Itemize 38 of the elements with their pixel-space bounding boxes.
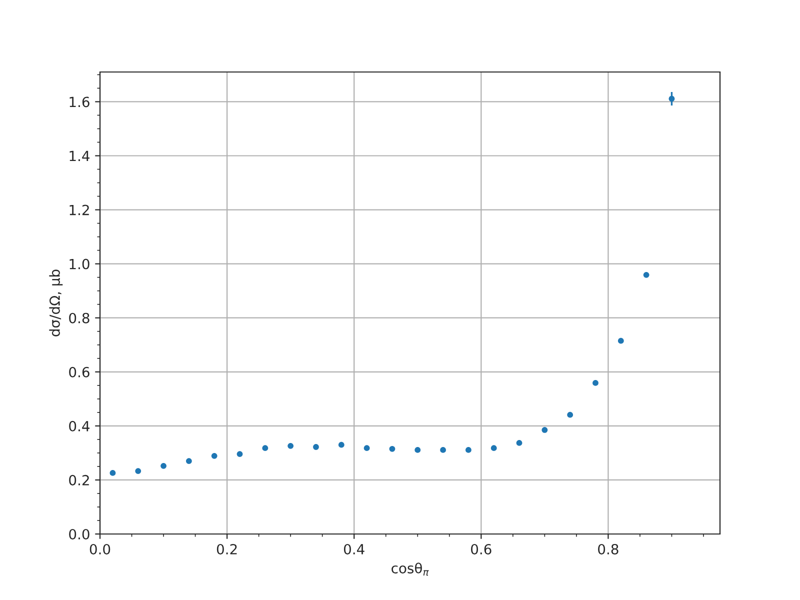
y-tick-label: 1.6 [70, 96, 90, 108]
point [186, 458, 192, 464]
point [618, 338, 624, 344]
point [440, 447, 446, 453]
point [160, 462, 166, 469]
point [643, 272, 650, 278]
x-tick-label: 0.6 [471, 544, 492, 554]
point [236, 451, 243, 457]
point [338, 442, 344, 448]
point [389, 446, 396, 452]
point [135, 468, 142, 474]
point [211, 452, 218, 459]
point [516, 440, 522, 446]
point [490, 445, 497, 452]
x-tick-label: 0.2 [216, 544, 237, 554]
point [592, 380, 598, 386]
point [288, 442, 294, 449]
y-tick-label: 1.4 [70, 150, 90, 162]
y-tick-label: 0.2 [69, 474, 89, 486]
y-tick-label: 1.0 [70, 258, 90, 270]
point [364, 445, 370, 452]
y-tick-label: 0.4 [69, 420, 90, 432]
x-axis-title: cosθ$_{π}$ [392, 562, 429, 576]
y-tick-label: 1.2 [70, 204, 89, 216]
point [262, 445, 268, 452]
x-tick-label: 0.8 [598, 544, 618, 554]
point [465, 447, 472, 453]
y-tick-label: 0.8 [69, 312, 90, 324]
point [313, 444, 319, 450]
point [414, 447, 421, 453]
y-tick-label: 0.0 [69, 528, 90, 540]
point [542, 427, 548, 433]
y-axis-title: dσ/dΩ, μb [49, 270, 63, 336]
x-tick-label: 0.4 [344, 544, 364, 554]
point [110, 470, 116, 476]
y-tick-label: 0.6 [69, 366, 90, 378]
point [567, 412, 574, 418]
x-tick-label: 0.0 [90, 544, 110, 554]
